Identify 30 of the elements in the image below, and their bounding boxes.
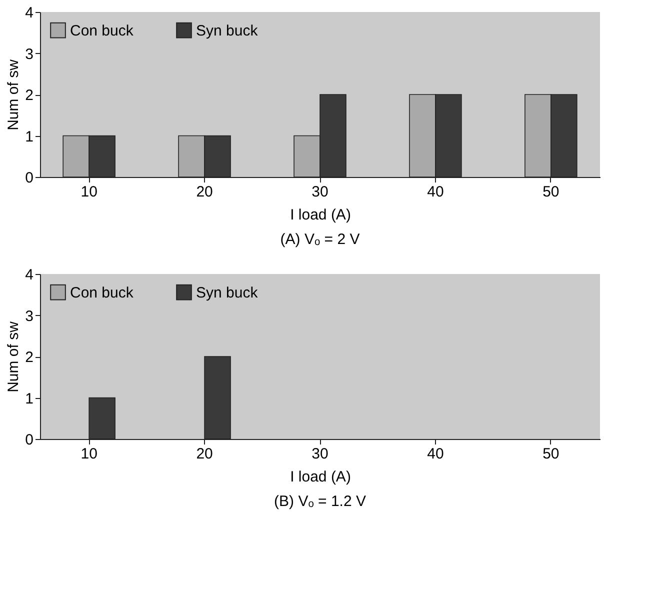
x-axis-title: I load (A) (290, 468, 351, 486)
text: (B) Vₒ = 1.2 V (274, 493, 366, 510)
x-tick-label: 20 (196, 184, 213, 200)
x-axis-title: I load (A) (290, 206, 351, 224)
legend-label: Con buck (70, 284, 134, 302)
text: (A) Vₒ = 2 V (280, 231, 360, 248)
y-axis-title: Num of sw (5, 321, 22, 392)
y-tick-label: 0 (25, 432, 34, 448)
legend-label: Con buck (70, 22, 134, 40)
legend-label: Syn buck (196, 284, 258, 302)
x-tick-label: 40 (427, 184, 444, 200)
x-tick-label: 40 (427, 446, 444, 462)
x-tick-label: 10 (80, 184, 98, 200)
x-tick-label: 30 (312, 184, 328, 200)
y-tick-label: 4 (25, 4, 34, 22)
y-tick-label: 3 (25, 46, 34, 63)
y-tick-label: 2 (25, 349, 34, 366)
y-tick-label: 2 (25, 87, 34, 104)
y-axis-title: Num of sw (5, 59, 22, 130)
x-tick-label: 20 (196, 446, 213, 462)
x-tick-label: 30 (312, 446, 328, 462)
x-tick-label: 50 (542, 184, 560, 200)
y-tick-label: 1 (25, 128, 34, 146)
y-tick-label: 3 (25, 308, 34, 325)
x-tick-label: 10 (80, 446, 98, 462)
y-tick-label: 1 (25, 390, 34, 408)
legend-label: Syn buck (196, 22, 258, 40)
y-tick-label: 0 (25, 170, 34, 186)
y-tick-label: 4 (25, 266, 34, 284)
x-tick-label: 50 (542, 446, 560, 462)
